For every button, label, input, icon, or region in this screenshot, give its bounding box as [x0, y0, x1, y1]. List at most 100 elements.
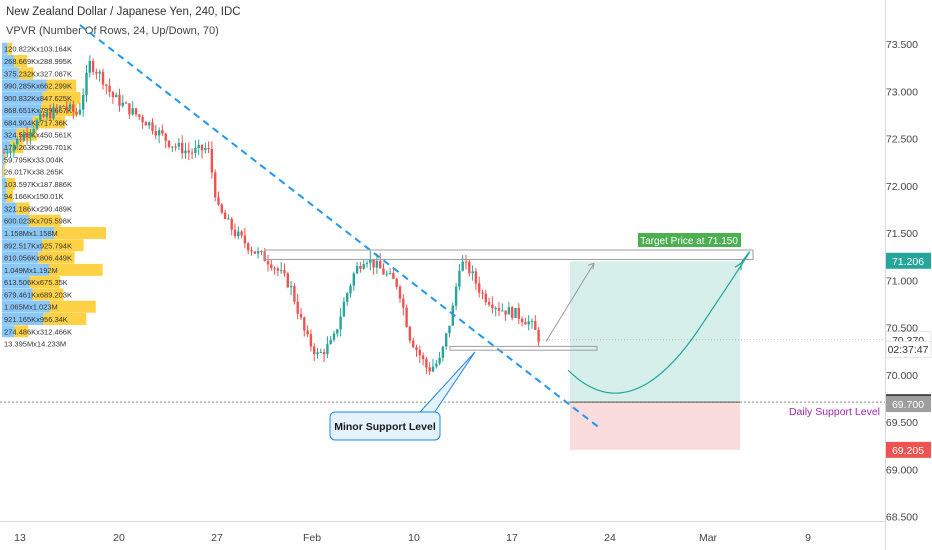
candle-body	[6, 152, 9, 154]
candle-body	[520, 318, 524, 323]
candle-body	[451, 305, 454, 326]
y-tick-label: 68.500	[886, 512, 918, 524]
volume-bar-label: 613.506Kx675.35K	[4, 278, 68, 287]
candle-body	[445, 333, 448, 347]
candle-body	[138, 114, 141, 117]
candle-body	[237, 231, 240, 237]
candle-body	[514, 307, 517, 318]
candle-body	[313, 346, 316, 355]
projection-arrow[interactable]	[545, 262, 595, 342]
candle-body	[58, 105, 62, 109]
candle-body	[398, 286, 402, 299]
volume-bar-label: 900.832Kx847.625K	[4, 94, 72, 103]
candle-body	[289, 286, 293, 288]
price-label: 71.206	[892, 256, 924, 268]
callout-text: Minor Support Level	[334, 421, 436, 433]
volume-bar-label: 868.651Kx799.667K	[4, 106, 72, 115]
volume-bar-label: 324.588Kx450.561K	[4, 131, 72, 140]
volume-bar-label: 375.232Kx327.087K	[4, 69, 72, 78]
candle-body	[214, 172, 217, 198]
volume-bar-up	[2, 67, 19, 80]
candle-body	[177, 142, 181, 147]
indicator-label: VPVR (Number Of Rows, 24, Up/Down, 70)	[6, 25, 219, 37]
candle-body	[524, 322, 527, 325]
candle-body	[497, 308, 501, 311]
candle-body	[435, 363, 438, 367]
volume-bar-up	[2, 325, 15, 338]
volume-bar-up	[2, 190, 7, 203]
candle-body	[471, 271, 474, 274]
volume-bar-down	[14, 325, 29, 338]
candle-body	[352, 273, 355, 286]
volume-bar-down	[43, 312, 87, 325]
volume-bar-label: 990.285Kx662.299K	[4, 82, 72, 91]
candle-body	[527, 321, 530, 325]
volume-bar-up	[2, 251, 39, 264]
candle-body	[35, 120, 39, 129]
candle-body	[210, 148, 214, 173]
candle-body	[491, 304, 494, 309]
volume-bar-up	[2, 79, 47, 92]
candle-body	[511, 307, 514, 318]
candle-body	[220, 204, 223, 213]
candle-body	[25, 133, 29, 137]
candle-body	[217, 197, 220, 205]
resistance-box[interactable]	[264, 249, 754, 260]
volume-bar-label: 321.186Kx290.489K	[4, 204, 72, 213]
candle-body	[9, 151, 12, 153]
volume-bar-down	[32, 288, 64, 301]
candle-body	[431, 366, 435, 372]
candle-body	[134, 108, 138, 115]
candle-body	[385, 273, 388, 275]
volume-bar-up	[2, 128, 17, 141]
x-tick-label: 27	[211, 532, 223, 544]
volume-bar-label: 810.056Kx806.449K	[4, 254, 72, 263]
y-tick-label: 72.000	[886, 181, 918, 193]
candle-body	[230, 218, 233, 230]
y-tick-label: 70.000	[886, 370, 918, 382]
volume-bar-up	[2, 116, 33, 129]
callout-box[interactable]	[329, 411, 441, 441]
price-label-bg	[885, 340, 932, 358]
volume-bar-down	[3, 165, 5, 178]
candle-body	[101, 71, 105, 85]
candle-body	[309, 334, 313, 347]
candle-body	[111, 91, 115, 98]
candle-body	[197, 144, 200, 148]
candle-body	[187, 150, 190, 153]
candle-body	[148, 122, 151, 126]
candle-body	[392, 272, 395, 279]
x-tick-label: 9	[805, 532, 811, 544]
candle-body	[283, 270, 286, 274]
volume-bar-down	[46, 79, 77, 92]
candle-body	[151, 122, 154, 132]
candle-body	[395, 278, 398, 287]
y-tick-label: 73.000	[886, 86, 918, 98]
volume-bar-up	[2, 263, 50, 276]
candle-body	[131, 108, 134, 115]
minor-support-box[interactable]	[449, 345, 598, 351]
candle-body	[494, 308, 497, 310]
candle-body	[95, 71, 98, 74]
candle-body	[286, 273, 289, 288]
y-tick-label: 72.500	[886, 134, 918, 146]
y-tick-label: 70.500	[886, 323, 918, 335]
volume-bar-down	[16, 202, 30, 215]
candle-body	[319, 351, 322, 353]
candle-body	[299, 313, 303, 318]
projection-curve[interactable]	[567, 251, 750, 394]
candle-body	[504, 310, 507, 315]
x-tick-label: 20	[113, 532, 125, 544]
trendline[interactable]	[79, 24, 599, 428]
volume-bar-down	[14, 55, 28, 68]
price-label: 69.700	[892, 399, 924, 411]
candle-body	[501, 310, 504, 312]
candle-body	[174, 146, 177, 148]
candle-body	[181, 142, 184, 154]
candle-body	[464, 261, 468, 263]
candle-body	[415, 347, 418, 350]
candle-body	[332, 333, 336, 340]
candle-body	[438, 357, 441, 364]
volume-bar-label: 120.822Kx103.164K	[4, 45, 72, 54]
